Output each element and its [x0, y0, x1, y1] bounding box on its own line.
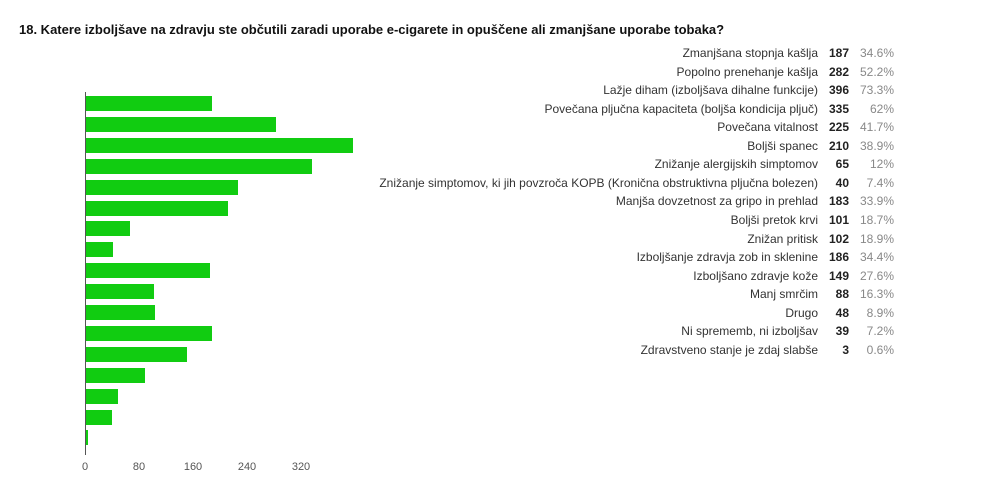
bar[interactable]	[86, 221, 130, 237]
summary-row: Lažje diham (izboljšava dihalne funkcije…	[400, 81, 900, 99]
summary-row: Boljši pretok krvi 101 18.7%	[400, 211, 900, 229]
response-percent: 12%	[869, 157, 894, 172]
bar[interactable]	[86, 325, 212, 341]
response-percent: 16.3%	[859, 287, 894, 302]
bar[interactable]	[86, 263, 210, 279]
response-count: 40	[835, 175, 849, 190]
response-count: 335	[828, 101, 849, 116]
summary-row: Manj smrčim 88 16.3%	[400, 285, 900, 303]
summary-row: Drugo 48 8.9%	[400, 304, 900, 322]
response-percent: 7.4%	[866, 175, 894, 190]
bar[interactable]	[86, 367, 145, 383]
response-count: 183	[828, 194, 849, 209]
response-percent: 38.9%	[859, 138, 894, 153]
option-label: Znižanje alergijskih simptomov	[654, 157, 818, 172]
x-axis-tick: 160	[183, 461, 203, 473]
response-percent: 18.9%	[859, 231, 894, 246]
response-count: 282	[828, 64, 849, 79]
summary-row: Izboljšano zdravje kože 149 27.6%	[400, 267, 900, 285]
response-percent: 0.6%	[866, 342, 894, 357]
option-label: Izboljšano zdravje kože	[693, 268, 818, 283]
summary-row: Zdravstveno stanje je zdaj slabše 3 0.6%	[400, 341, 900, 359]
summary-row: Znižanje alergijskih simptomov 65 12%	[400, 155, 900, 173]
x-axis-tick: 80	[132, 461, 146, 473]
option-label: Zdravstveno stanje je zdaj slabše	[640, 342, 818, 357]
bar[interactable]	[86, 116, 276, 132]
question-title: 18. Katere izboljšave na zdravju ste obč…	[19, 22, 725, 37]
response-count: 225	[828, 120, 849, 135]
response-percent: 7.2%	[866, 324, 894, 339]
response-count: 396	[828, 83, 849, 98]
bar[interactable]	[86, 96, 212, 111]
bar[interactable]	[86, 430, 88, 446]
response-count: 48	[835, 305, 849, 320]
bar[interactable]	[86, 284, 154, 300]
summary-row: Boljši spanec 210 38.9%	[400, 137, 900, 155]
summary-row: Manjša dovzetnost za gripo in prehlad 183…	[400, 192, 900, 210]
response-count: 186	[828, 250, 849, 265]
bar[interactable]	[86, 242, 113, 258]
response-percent: 18.7%	[859, 212, 894, 227]
summary-row: Znižan pritisk 102 18.9%	[400, 230, 900, 248]
summary-row: Izboljšanje zdravja zob in sklenine 186 34…	[400, 248, 900, 266]
summary-row: Popolno prenehanje kašlja 282 52.2%	[400, 63, 900, 81]
option-label: Manjša dovzetnost za gripo in prehlad	[615, 194, 818, 209]
bar[interactable]	[86, 409, 112, 425]
option-label: Boljši pretok krvi	[730, 212, 818, 227]
summary-row: Zmanjšana stopnja kašlja 187 34.6%	[400, 44, 900, 62]
response-percent: 8.9%	[866, 305, 894, 320]
response-percent: 27.6%	[859, 268, 894, 283]
summary-row: Povečana pljučna kapaciteta (boljša kond…	[400, 100, 900, 118]
response-percent: 62%	[869, 101, 894, 116]
x-axis-tick: 0	[81, 461, 89, 473]
bar[interactable]	[86, 388, 118, 404]
response-percent: 52.2%	[859, 64, 894, 79]
response-count: 65	[835, 157, 849, 172]
option-label: Znižan pritisk	[747, 231, 818, 246]
response-count: 187	[828, 46, 849, 60]
option-label: Izboljšanje zdravja zob in sklenine	[636, 250, 818, 265]
response-percent: 41.7%	[859, 120, 894, 135]
option-label: Lažje diham (izboljšava dihalne funkcije…	[603, 83, 818, 98]
response-count: 149	[828, 268, 849, 283]
x-axis-tick: 240	[237, 461, 257, 473]
response-count: 101	[828, 212, 849, 227]
y-axis-line	[85, 92, 86, 455]
bar[interactable]	[86, 305, 155, 320]
option-label: Povečana pljučna kapaciteta (boljša kond…	[544, 101, 819, 116]
x-axis-tick: 320	[291, 461, 311, 473]
response-count: 3	[842, 342, 849, 357]
response-percent: 73.3%	[859, 83, 894, 98]
bar-chart: Zmanjšana…Popolno pr…Lažje diha…Povečana…	[0, 0, 400, 500]
option-label: Boljši spanec	[747, 138, 818, 153]
response-count: 88	[835, 287, 849, 302]
bar[interactable]	[86, 346, 187, 362]
option-label: Povečana vitalnost	[717, 120, 818, 135]
option-label: Znižanje simptomov, ki jih povzroča KOPB…	[379, 175, 818, 190]
response-percent: 34.6%	[859, 46, 894, 60]
response-count: 102	[828, 231, 849, 246]
option-label: Zmanjšana stopnja kašlja	[682, 46, 818, 60]
response-count: 210	[828, 138, 849, 153]
response-count: 39	[835, 324, 849, 339]
summary-row: Povečana vitalnost 225 41.7%	[400, 118, 900, 136]
bar[interactable]	[86, 179, 238, 195]
response-percent: 34.4%	[859, 250, 894, 265]
bar[interactable]	[86, 200, 228, 216]
option-label: Ni sprememb, ni izboljšav	[681, 324, 818, 339]
response-percent: 33.9%	[859, 194, 894, 209]
option-label: Manj smrčim	[750, 287, 818, 302]
option-label: Drugo	[785, 305, 818, 320]
bar[interactable]	[86, 158, 312, 174]
summary-row: Znižanje simptomov, ki jih povzroča KOPB…	[379, 174, 900, 192]
option-label: Popolno prenehanje kašlja	[676, 64, 818, 79]
summary-row: Ni sprememb, ni izboljšav 39 7.2%	[400, 322, 900, 340]
bar[interactable]	[86, 137, 353, 153]
